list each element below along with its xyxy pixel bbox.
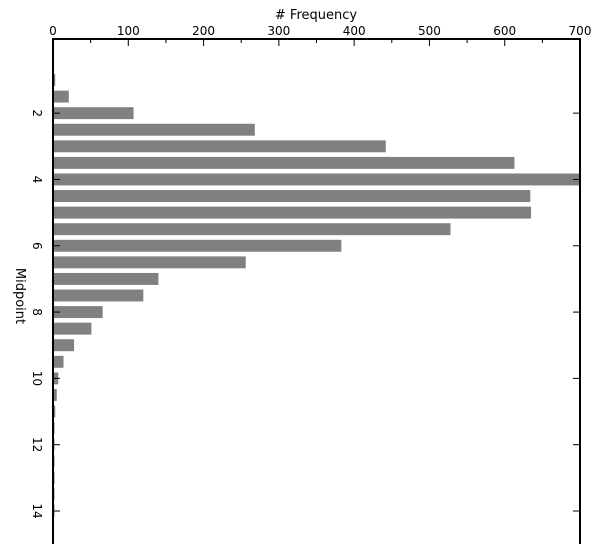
- y-tick-label: 2: [30, 109, 44, 117]
- bar: [53, 388, 57, 401]
- x-tick-label: 600: [493, 24, 516, 38]
- y-tick-label: 6: [30, 242, 44, 250]
- bar: [53, 74, 56, 86]
- x-axis-title: # Frequency: [275, 8, 357, 23]
- bar: [53, 306, 103, 319]
- bar: [53, 140, 386, 153]
- bar: [53, 256, 246, 269]
- bar: [53, 107, 134, 120]
- x-tick-label: 200: [192, 24, 215, 38]
- x-tick-label: 500: [418, 24, 441, 38]
- x-tick-label: 0: [49, 24, 57, 38]
- bar: [53, 272, 159, 285]
- y-axis-title: Midpoint: [12, 268, 27, 324]
- bar: [53, 223, 451, 236]
- bar-group: [53, 74, 580, 517]
- x-tick-label: 100: [117, 24, 140, 38]
- bar: [53, 339, 75, 352]
- bar: [53, 405, 56, 418]
- x-tick-label: 700: [569, 24, 592, 38]
- y-tick-label: 14: [30, 503, 44, 518]
- bar: [53, 156, 515, 169]
- bar: [53, 355, 64, 368]
- bar: [53, 206, 532, 219]
- y-tick-label: 10: [30, 371, 44, 386]
- y-tick-label: 4: [30, 176, 44, 184]
- x-tick-label: 300: [267, 24, 290, 38]
- bar: [53, 90, 69, 103]
- bar: [53, 190, 531, 203]
- bar: [53, 322, 92, 335]
- x-tick-label: 400: [343, 24, 366, 38]
- tick-group: 0 100 200 300 400 500 600 700 2 4 6 8 10 12 14: [30, 24, 592, 519]
- y-tick-label: 12: [30, 437, 44, 452]
- plot-frame: [52, 38, 581, 544]
- y-tick-label: 8: [30, 308, 44, 316]
- bar: [53, 173, 580, 186]
- bar: [53, 123, 255, 136]
- bar: [53, 289, 144, 302]
- bar: [53, 239, 342, 252]
